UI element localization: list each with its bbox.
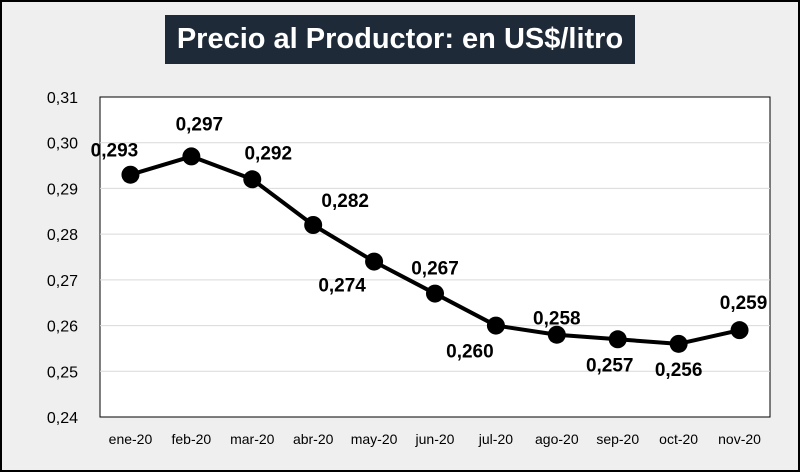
data-point [426,284,444,303]
x-axis-ticks: ene-20 feb-20 mar-20 abr-20 may-20 jun-20 jul-… [109,431,762,447]
data-point [304,216,323,234]
x-tick-label: sep-20 [596,431,639,447]
data-label: 0,259 [720,293,768,314]
y-tick-label: 0,24 [47,410,78,427]
data-point [547,325,566,344]
x-tick-label: ago-20 [535,431,579,447]
data-label: 0,274 [318,276,366,297]
data-label: 0,257 [586,355,634,376]
x-tick-label: mar-20 [230,431,275,447]
y-tick-label: 0,30 [47,136,78,153]
data-label: 0,297 [176,114,224,135]
data-label: 0,282 [321,191,369,212]
data-points [121,147,749,353]
x-tick-label: jun-20 [415,431,455,447]
x-tick-label: nov-20 [718,431,761,447]
x-tick-label: feb-20 [172,431,212,447]
y-tick-label: 0,26 [47,319,78,336]
x-tick-label: ene-20 [109,431,153,447]
data-point [121,165,140,184]
plot-area [99,96,771,418]
y-tick-label: 0,25 [47,364,78,381]
data-label: 0,267 [411,259,459,280]
y-tick-label: 0,28 [47,227,78,244]
data-point [182,147,201,166]
data-point [365,252,384,271]
x-tick-label: jul-20 [478,431,513,447]
data-label: 0,258 [533,309,581,330]
data-point [669,334,688,353]
y-tick-label: 0,27 [47,273,78,290]
data-point [486,316,505,335]
data-point [730,321,749,340]
data-point [243,170,262,189]
data-label: 0,260 [446,342,494,363]
data-label: 0,293 [91,141,139,162]
data-labels: 0,293 0,297 0,292 0,282 0,274 0,267 0,260 0,258… [91,114,768,380]
gridlines [100,142,770,372]
x-tick-label: may-20 [351,431,398,447]
y-tick-label: 0,31 [47,90,78,107]
chart-title: Precio al Productor: en US$/litro [165,15,635,64]
y-axis-ticks: 0,24 0,25 0,26 0,27 0,28 0,29 0,30 0,31 [47,90,78,427]
x-tick-label: abr-20 [293,431,334,447]
y-tick-label: 0,29 [47,181,78,198]
data-label: 0,292 [244,143,292,164]
x-tick-label: oct-20 [659,431,698,447]
data-label: 0,256 [655,360,703,381]
data-point [608,330,627,349]
